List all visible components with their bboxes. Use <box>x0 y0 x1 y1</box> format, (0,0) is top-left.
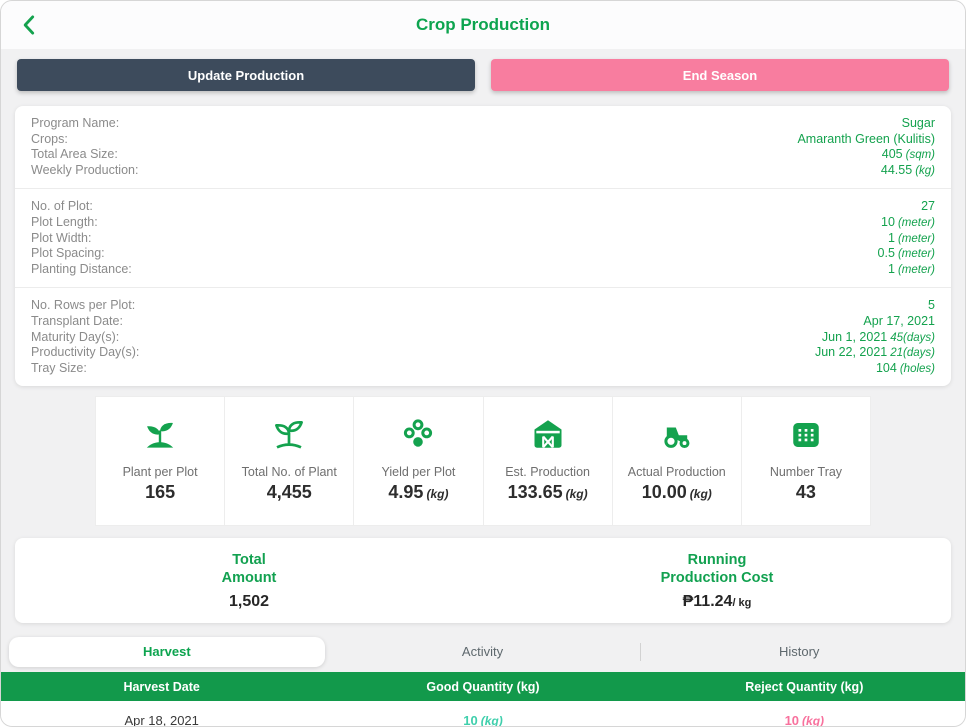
stat-label: Plant per Plot <box>122 465 198 480</box>
update-production-button[interactable]: Update Production <box>17 59 475 91</box>
running-cost-title: Running Production Cost <box>660 551 774 586</box>
info-row-planting-distance: Planting Distance: 1 (meter) <box>31 261 935 276</box>
tab-harvest[interactable]: Harvest <box>9 637 325 668</box>
stat-label: Actual Production <box>627 465 726 480</box>
stat-label: Yield per Plot <box>381 465 456 480</box>
info-row-rows-per-plot: No. Rows per Plot: 5 <box>31 298 935 313</box>
column-header-harvest-date: Harvest Date <box>123 679 200 694</box>
column-header-reject-quantity: Reject Quantity (kg) <box>745 679 864 694</box>
stats-row: Plant per Plot 165 Total No. of Plant 4,… <box>95 396 871 527</box>
summary-card: Total Amount 1,502 Running Production Co… <box>15 538 951 624</box>
harvest-table-header: Harvest Date Good Quantity (kg) Reject Q… <box>1 672 965 702</box>
tractor-icon <box>613 417 741 458</box>
total-amount-title: Total Amount <box>221 551 277 586</box>
sprout-outline-icon <box>225 417 353 458</box>
info-row-program-name: Program Name: Sugar <box>31 116 935 130</box>
tray-grid-icon <box>742 417 870 458</box>
sprout-icon <box>96 417 224 458</box>
info-section-schedule: No. Rows per Plot: 5 Transplant Date: Ap… <box>15 287 951 386</box>
info-row-total-area: Total Area Size: 405 (sqm) <box>31 147 935 162</box>
running-cost-block: Running Production Cost ₱11.24/ kg <box>483 551 951 611</box>
stat-card-total-plants: Total No. of Plant 4,455 <box>224 397 353 526</box>
stat-value: 4.95 (kg) <box>388 482 449 503</box>
column-header-good-quantity: Good Quantity (kg) <box>426 679 540 694</box>
stat-card-actual-production: Actual Production 10.00 (kg) <box>611 397 741 526</box>
stat-value: 10.00 (kg) <box>641 482 712 503</box>
crop-info-card: Program Name: Sugar Crops: Amaranth Gree… <box>15 106 951 387</box>
reject-quantity-cell: 10 (kg) <box>784 712 825 727</box>
info-row-maturity-days: Maturity Day(s): Jun 1, 2021 45(days) <box>31 329 935 344</box>
info-row-tray-size: Tray Size: 104 (holes) <box>31 360 935 375</box>
info-row-plot-length: Plot Length: 10 (meter) <box>31 214 935 229</box>
total-amount-block: Total Amount 1,502 <box>15 551 483 611</box>
barn-icon <box>484 417 612 458</box>
running-cost-value: ₱11.24/ kg <box>682 592 752 610</box>
good-quantity-cell: 10 (kg) <box>463 712 503 727</box>
total-amount-value: 1,502 <box>228 592 270 610</box>
stat-value: 165 <box>145 482 176 503</box>
info-row-productivity-days: Productivity Day(s): Jun 22, 2021 21(days… <box>31 345 935 360</box>
info-section-plot: No. of Plot: 27 Plot Length: 10 (meter) P… <box>15 188 951 287</box>
stat-label: Number Tray <box>769 465 843 480</box>
info-row-weekly-production: Weekly Production: 44.55 (kg) <box>31 162 935 177</box>
header: Crop Production <box>1 1 965 49</box>
stat-label: Est. Production <box>505 465 590 480</box>
tab-history[interactable]: History <box>778 644 820 660</box>
stat-value: 133.65 (kg) <box>507 482 588 503</box>
info-section-general: Program Name: Sugar Crops: Amaranth Gree… <box>15 106 951 188</box>
stat-card-number-tray: Number Tray 43 <box>740 397 870 526</box>
back-button[interactable] <box>17 12 43 38</box>
info-row-crops: Crops: Amaranth Green (Kulitis) <box>31 131 935 146</box>
berries-icon <box>354 417 482 458</box>
harvest-date-cell: Apr 18, 2021 <box>124 712 199 727</box>
tab-divider <box>640 643 642 662</box>
info-row-plot-width: Plot Width: 1 (meter) <box>31 230 935 245</box>
stat-value: 4,455 <box>266 482 312 503</box>
stat-card-est-production: Est. Production 133.65 (kg) <box>482 397 612 526</box>
action-buttons: Update Production End Season <box>17 59 949 91</box>
end-season-button[interactable]: End Season <box>491 59 949 91</box>
stat-label: Total No. of Plant <box>241 465 337 480</box>
tab-activity[interactable]: Activity <box>461 644 504 660</box>
chevron-left-icon <box>17 15 43 42</box>
stat-card-yield-per-plot: Yield per Plot 4.95 (kg) <box>353 397 482 526</box>
info-row-plot-spacing: Plot Spacing: 0.5 (meter) <box>31 246 935 261</box>
tab-bar: Harvest Activity History <box>9 637 957 668</box>
table-row[interactable]: Apr 18, 2021 10 (kg) 10 (kg) <box>1 701 965 727</box>
stat-card-plant-per-plot: Plant per Plot 165 <box>96 397 224 525</box>
stat-value: 43 <box>795 482 816 503</box>
page-title: Crop Production <box>415 15 551 34</box>
info-row-no-of-plot: No. of Plot: 27 <box>31 199 935 214</box>
info-row-transplant-date: Transplant Date: Apr 17, 2021 <box>31 313 935 328</box>
